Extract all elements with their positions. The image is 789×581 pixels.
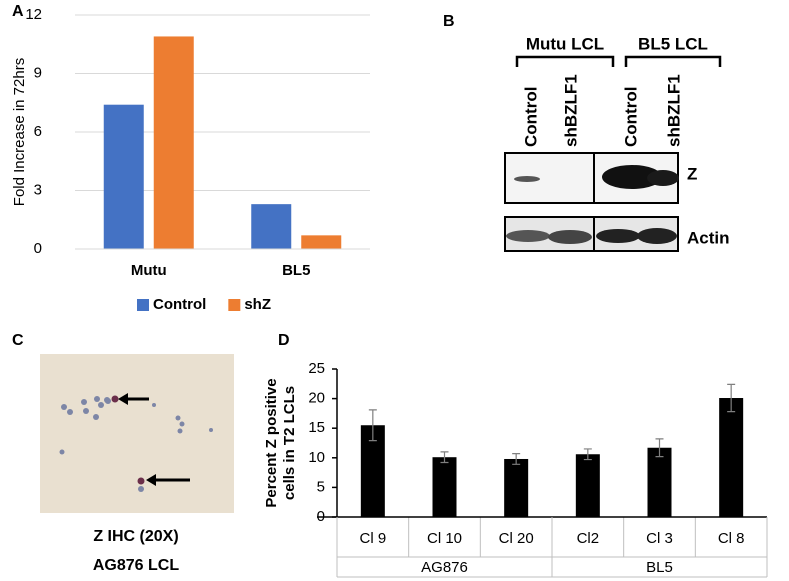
bar [647,447,672,517]
legend-label: Control [153,296,206,313]
x-tick-label: BL5 [282,262,310,279]
bar [575,454,600,517]
panel-label: A [12,3,24,20]
x-tick-label: Cl 20 [499,530,534,547]
legend-swatch [228,299,241,311]
y-axis-label: cells in T2 LCLs [281,386,298,500]
error-bar [440,451,449,464]
y-axis-label: Percent Z positive [263,378,280,507]
y-tick-label: 0 [34,240,42,257]
micrograph-image [40,354,234,513]
x-tick-label: Cl 10 [427,530,462,547]
blot-lane-label: shBZLF1 [561,74,580,147]
bar [301,235,342,249]
error-bar [512,453,521,465]
y-tick-label: 15 [308,419,325,436]
x-tick-label: Cl 3 [646,530,673,547]
blot-group-label: Mutu LCL [526,34,604,53]
bar [504,458,529,517]
x-tick-label: Cl 9 [359,530,386,547]
blot-group-label: BL5 LCL [638,34,708,53]
x-tick-label: Cl2 [577,530,600,547]
micrograph-caption: AG876 LCL [93,557,179,574]
panel-label: B [443,13,455,30]
blot-row-label: Actin [687,228,730,247]
x-tick-label: Mutu [131,262,167,279]
bar [153,36,194,250]
error-bar [368,409,377,442]
y-tick-label: 12 [25,6,42,23]
blot-lane-label: Control [621,87,640,147]
y-tick-label: 6 [34,123,42,140]
micrograph-caption: Z IHC (20X) [93,528,178,545]
bar [251,204,292,249]
group-label: AG876 [421,559,468,576]
x-tick-label: Cl 8 [718,530,745,547]
blot-row-label: Z [687,164,697,183]
y-tick-label: 5 [317,478,325,495]
bar [719,398,744,517]
error-bar [727,383,736,413]
y-tick-label: 20 [308,390,325,407]
panel-label: D [278,332,290,349]
error-bar [655,438,664,458]
panel-label: C [12,332,24,349]
y-tick-label: 3 [34,181,42,198]
y-tick-label: 10 [308,449,325,466]
legend-label: shZ [244,296,271,313]
bar [103,104,144,249]
y-tick-label: 25 [308,360,325,377]
y-axis-label: Fold Increase in 72hrs [11,58,28,206]
group-label: BL5 [646,559,673,576]
legend-swatch [137,299,149,311]
bar [432,457,457,517]
blot-lane-label: Control [521,87,540,147]
y-tick-label: 9 [34,64,42,81]
blot-bands [504,55,722,252]
error-bar [583,448,592,461]
blot-lane-label: shBZLF1 [664,74,683,147]
